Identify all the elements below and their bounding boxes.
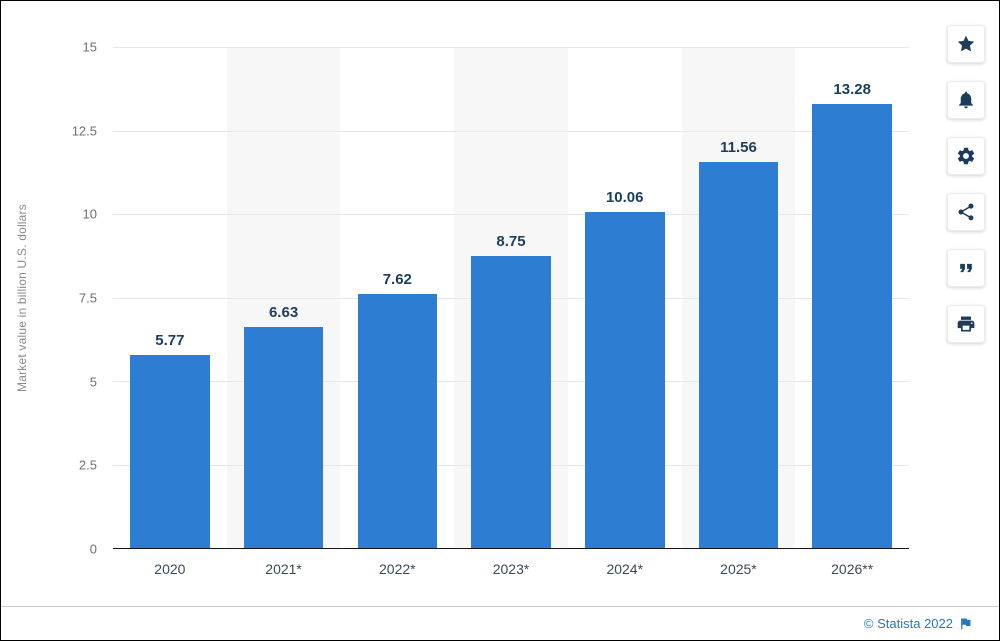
chart-footer: © Statista 2022 xyxy=(1,606,999,640)
category-column: 8.75 xyxy=(454,47,568,548)
print-icon xyxy=(957,316,975,332)
share-icon xyxy=(958,203,974,221)
bar-2020[interactable] xyxy=(130,355,210,548)
category-column: 13.28 xyxy=(795,47,909,548)
bar-2025*[interactable] xyxy=(698,161,779,548)
x-axis-label: 2023* xyxy=(492,561,530,577)
y-tick-label: 12.5 xyxy=(71,123,97,139)
y-tick-label: 0 xyxy=(89,541,97,557)
y-tick-label: 7.5 xyxy=(78,290,97,306)
share-button[interactable] xyxy=(947,193,985,231)
bar-2024*[interactable] xyxy=(584,212,665,548)
bar-value-label: 8.75 xyxy=(496,232,526,250)
cite-button[interactable] xyxy=(947,249,985,287)
print-button[interactable] xyxy=(947,305,985,343)
x-axis-label: 2022* xyxy=(379,561,416,577)
category-column: 11.56 xyxy=(681,47,796,548)
plot-area: 5.77 6.63 7.62 8.75 10.06 11.56 13.28 xyxy=(113,47,909,549)
y-tick-label: 10 xyxy=(82,206,97,222)
bell-icon xyxy=(959,91,973,109)
chart-main-area: Market value in billion U.S. dollars 15 1… xyxy=(1,1,999,606)
y-tick-label: 15 xyxy=(82,39,97,55)
favorite-button[interactable] xyxy=(947,25,985,63)
settings-button[interactable] xyxy=(947,137,985,175)
quote-icon xyxy=(960,263,972,273)
y-axis-title: Market value in billion U.S. dollars xyxy=(15,204,29,392)
bar-value-label: 10.06 xyxy=(605,189,644,206)
x-axis-label: 2020 xyxy=(154,561,186,577)
y-tick-label: 2.5 xyxy=(78,457,97,473)
bar-2026**[interactable] xyxy=(812,104,892,548)
bar-2021*[interactable] xyxy=(243,326,324,548)
bar-2023*[interactable] xyxy=(471,255,551,548)
chart-toolbar xyxy=(933,1,999,606)
x-axis-label: 2021* xyxy=(265,561,302,577)
bar-value-label: 11.56 xyxy=(720,138,757,156)
category-column: 5.77 xyxy=(113,47,227,548)
category-column: 7.62 xyxy=(340,47,454,548)
flag-slot xyxy=(958,616,973,631)
y-tick-label: 5 xyxy=(89,374,97,390)
x-axis-label: 2025* xyxy=(720,561,757,577)
category-column: 10.06 xyxy=(568,47,682,548)
flag-icon xyxy=(961,618,971,630)
x-axis-label: 2026** xyxy=(831,561,874,577)
x-axis-label: 2024* xyxy=(606,561,644,577)
chart-canvas: Market value in billion U.S. dollars 15 1… xyxy=(1,1,933,606)
star-icon xyxy=(957,35,975,52)
bar-value-label: 5.77 xyxy=(155,332,185,350)
bar-value-label: 6.63 xyxy=(268,303,299,321)
y-axis: 15 12.5 10 7.5 5 2.5 0 xyxy=(55,40,103,557)
bar-value-label: 13.28 xyxy=(833,81,871,99)
x-axis: 2020 2021* 2022* 2023* 2024* 2025* 2026** xyxy=(113,561,909,577)
bar-2022*[interactable] xyxy=(357,293,438,548)
category-column: 6.63 xyxy=(226,47,341,548)
gear-icon xyxy=(957,147,975,165)
bar-value-label: 7.62 xyxy=(382,270,412,288)
statista-copyright-link[interactable]: © Statista 2022 xyxy=(863,616,953,631)
notifications-button[interactable] xyxy=(947,81,985,119)
